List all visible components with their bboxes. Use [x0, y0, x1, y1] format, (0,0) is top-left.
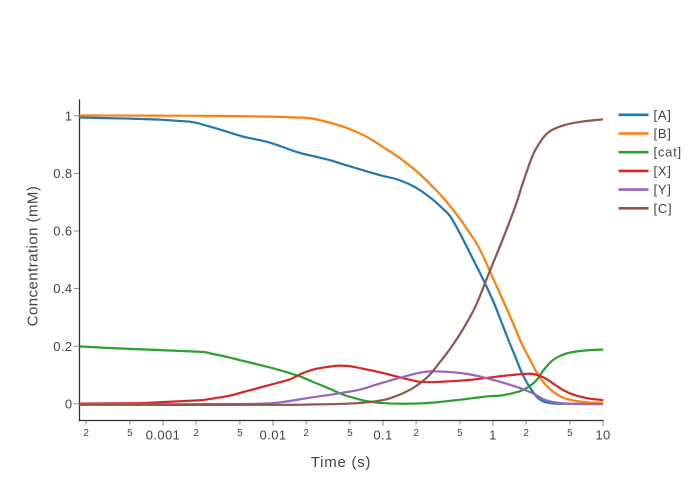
svg-text:0.001: 0.001 [146, 428, 181, 443]
svg-text:2: 2 [523, 428, 529, 439]
svg-text:2: 2 [413, 428, 419, 439]
svg-text:5: 5 [457, 428, 463, 439]
svg-text:Time (s): Time (s) [311, 454, 371, 471]
svg-text:5: 5 [567, 428, 573, 439]
svg-text:2: 2 [83, 428, 89, 439]
svg-text:0: 0 [65, 396, 73, 411]
svg-text:0.6: 0.6 [53, 224, 72, 239]
svg-text:0.01: 0.01 [260, 428, 287, 443]
svg-text:0.2: 0.2 [53, 339, 72, 354]
svg-text:[B]: [B] [654, 126, 672, 141]
svg-text:5: 5 [237, 428, 243, 439]
svg-text:10: 10 [595, 428, 610, 443]
svg-text:2: 2 [193, 428, 199, 439]
svg-text:5: 5 [127, 428, 133, 439]
svg-text:[cat]: [cat] [654, 145, 682, 160]
svg-text:1: 1 [489, 428, 497, 443]
svg-text:[X]: [X] [654, 163, 672, 178]
svg-text:5: 5 [347, 428, 353, 439]
svg-text:0.8: 0.8 [53, 166, 72, 181]
svg-text:[A]: [A] [654, 107, 672, 122]
svg-text:2: 2 [303, 428, 309, 439]
svg-text:1: 1 [65, 108, 73, 123]
svg-text:Concentration (mM): Concentration (mM) [25, 186, 42, 327]
svg-text:0.4: 0.4 [53, 281, 72, 296]
svg-text:[C]: [C] [654, 201, 673, 216]
svg-text:0.1: 0.1 [373, 428, 392, 443]
svg-text:[Y]: [Y] [654, 182, 672, 197]
